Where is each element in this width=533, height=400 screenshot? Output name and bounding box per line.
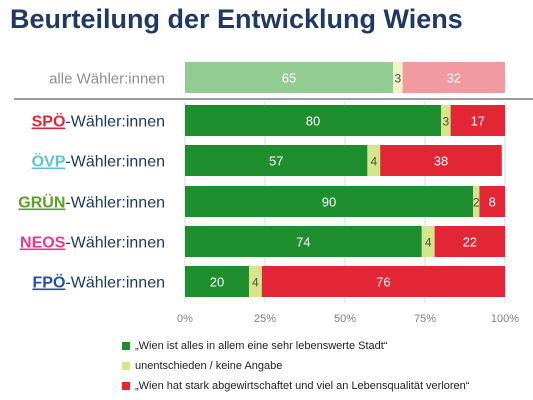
legend-swatch-negative <box>122 382 130 390</box>
category-label: GRÜN-Wähler:innen <box>18 193 165 212</box>
data-label: 4 <box>425 236 432 250</box>
data-label: 90 <box>322 195 336 210</box>
bar-segment-positive <box>185 62 393 93</box>
legend-item-neutral: unentschieden / keine Angabe <box>122 356 469 376</box>
chart-legend: „Wien ist alles in allem eine sehr leben… <box>122 336 469 396</box>
data-label: 3 <box>442 115 449 129</box>
data-label: 20 <box>210 275 224 290</box>
category-label: SPÖ-Wähler:innen <box>32 112 165 131</box>
bar-segment-negative <box>261 266 505 297</box>
bar-segment-negative <box>479 186 505 217</box>
data-label: 38 <box>434 154 448 169</box>
x-tick-label: 25% <box>254 313 276 325</box>
data-label: 4 <box>252 276 259 290</box>
bar-segment-positive <box>185 105 441 136</box>
bar-segment-neutral <box>473 186 480 217</box>
bar-segment-positive <box>185 186 473 217</box>
data-label: 57 <box>269 154 283 169</box>
x-tick-label: 75% <box>414 313 436 325</box>
legend-item-positive: „Wien ist alles in allem eine sehr leben… <box>122 336 469 356</box>
x-tick-label: 100% <box>491 313 519 325</box>
stacked-bar-chart: 0% 25% 50% 75% 100%alle Wähler:innen 65 3 32SPÖ… <box>14 62 533 325</box>
data-label: 22 <box>463 235 477 250</box>
data-label: 32 <box>447 71 461 86</box>
legend-swatch-neutral <box>122 362 130 370</box>
data-label: 74 <box>296 235 310 250</box>
data-label: 4 <box>370 155 377 169</box>
bar-segment-negative <box>434 226 505 257</box>
bar-segment-neutral <box>367 145 381 176</box>
category-label: FPÖ-Wähler:innen <box>33 273 166 292</box>
bar-segment-positive <box>185 226 422 257</box>
category-label: ÖVP-Wähler:innen <box>32 152 165 171</box>
legend-label-neutral: unentschieden / keine Angabe <box>135 360 283 372</box>
bar-segment-positive <box>185 266 249 297</box>
chart-title: Beurteilung der Entwicklung Wiens <box>10 4 463 34</box>
data-label: 17 <box>471 114 485 129</box>
data-label: 8 <box>489 195 496 210</box>
bar-segment-negative <box>402 62 505 93</box>
legend-label-negative: „Wien hat stark abgewirtschaftet und vie… <box>135 380 470 392</box>
data-label: 76 <box>376 275 390 290</box>
bar-segment-neutral <box>441 105 451 136</box>
x-tick-label: 0% <box>177 313 193 325</box>
bar-segment-negative <box>450 105 505 136</box>
data-label: 3 <box>394 72 401 86</box>
data-label: 2 <box>473 196 480 210</box>
bar-segment-neutral <box>249 266 262 297</box>
category-label: alle Wähler:innen <box>49 71 165 88</box>
data-label: 80 <box>306 114 320 129</box>
category-label: NEOS-Wähler:innen <box>20 235 165 252</box>
x-tick-label: 50% <box>334 313 356 325</box>
legend-label-positive: „Wien ist alles in allem eine sehr leben… <box>135 340 388 352</box>
legend-item-negative: „Wien hat stark abgewirtschaftet und vie… <box>122 376 469 396</box>
data-label: 65 <box>282 71 296 86</box>
bar-segment-negative <box>380 145 502 176</box>
bar-segment-neutral <box>421 226 435 257</box>
bar-segment-positive <box>185 145 368 176</box>
bar-segment-neutral <box>393 62 403 93</box>
legend-swatch-positive <box>122 342 130 350</box>
